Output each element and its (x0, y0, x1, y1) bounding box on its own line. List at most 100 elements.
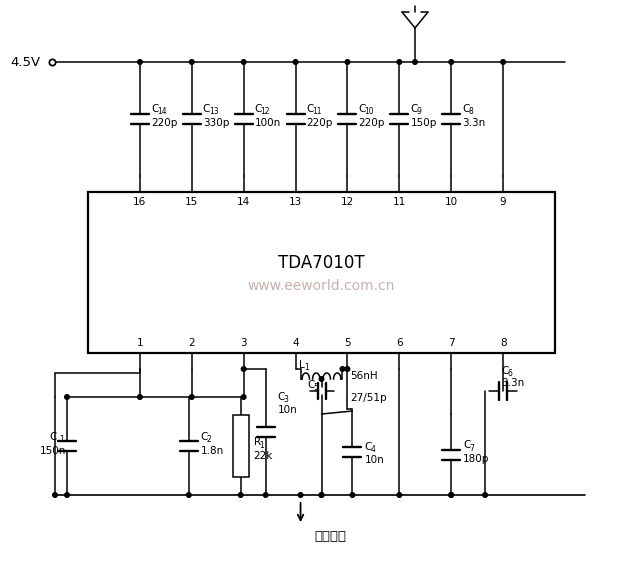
Text: L: L (298, 360, 304, 370)
Circle shape (138, 60, 142, 64)
Text: 10n: 10n (364, 455, 384, 465)
Text: 150p: 150p (410, 118, 436, 128)
Text: 3.3n: 3.3n (462, 118, 486, 128)
Text: 音频输出: 音频输出 (314, 531, 346, 544)
Circle shape (298, 492, 303, 498)
Circle shape (293, 60, 298, 64)
Text: 1: 1 (305, 364, 309, 373)
Text: 100n: 100n (255, 118, 281, 128)
Text: 13: 13 (209, 107, 218, 116)
Text: 1.8n: 1.8n (201, 446, 224, 456)
Text: 4.5V: 4.5V (10, 56, 40, 69)
Text: C: C (278, 392, 285, 402)
Text: 4: 4 (371, 445, 375, 454)
Text: 3: 3 (284, 395, 289, 404)
Text: 9: 9 (500, 197, 506, 207)
Bar (88, 192, 555, 353)
Text: 13: 13 (289, 197, 302, 207)
Circle shape (241, 60, 246, 64)
Circle shape (65, 492, 69, 498)
Text: 4: 4 (292, 338, 299, 348)
Text: 1: 1 (260, 441, 264, 449)
Text: 6: 6 (396, 338, 403, 348)
Circle shape (65, 395, 69, 399)
Text: C: C (501, 366, 509, 376)
Text: 12: 12 (260, 107, 270, 116)
Text: 10n: 10n (278, 405, 298, 415)
Circle shape (340, 367, 345, 371)
Text: 330p: 330p (203, 118, 229, 128)
Text: 2: 2 (188, 338, 195, 348)
Text: 27/51p: 27/51p (351, 393, 387, 403)
Text: 2: 2 (207, 435, 212, 444)
Text: 5: 5 (314, 383, 318, 392)
Text: C: C (307, 380, 315, 390)
Text: 150n: 150n (40, 446, 66, 456)
Circle shape (449, 492, 454, 498)
Circle shape (319, 492, 324, 498)
Circle shape (241, 395, 246, 399)
Text: 7: 7 (469, 444, 474, 453)
Text: 16: 16 (133, 197, 147, 207)
Text: 14: 14 (237, 197, 250, 207)
Circle shape (264, 492, 268, 498)
Circle shape (238, 492, 243, 498)
Text: 220p: 220p (151, 118, 177, 128)
Circle shape (345, 60, 349, 64)
Text: 10: 10 (445, 197, 458, 207)
Text: 10: 10 (364, 107, 374, 116)
Text: 8: 8 (500, 338, 506, 348)
Text: 220p: 220p (358, 118, 385, 128)
Circle shape (189, 60, 194, 64)
Text: C: C (307, 104, 314, 114)
Text: 14: 14 (157, 107, 166, 116)
Circle shape (449, 492, 454, 498)
Text: www.eeworld.com.cn: www.eeworld.com.cn (248, 279, 395, 294)
Circle shape (413, 60, 417, 64)
Circle shape (397, 60, 402, 64)
Text: 56nH: 56nH (351, 371, 378, 381)
Text: 22k: 22k (253, 451, 273, 461)
Text: C: C (255, 104, 262, 114)
Text: C: C (364, 442, 372, 452)
Text: 11: 11 (312, 107, 322, 116)
Circle shape (350, 492, 355, 498)
Circle shape (483, 492, 488, 498)
Text: C: C (358, 104, 366, 114)
Text: 7: 7 (448, 338, 454, 348)
Text: TDA7010T: TDA7010T (278, 253, 365, 272)
Text: 3.3n: 3.3n (501, 378, 524, 388)
Circle shape (319, 377, 324, 381)
Text: 11: 11 (393, 197, 406, 207)
Text: C: C (201, 432, 208, 442)
Circle shape (138, 395, 142, 399)
Circle shape (345, 367, 349, 371)
Text: 1: 1 (59, 436, 64, 445)
Text: 180p: 180p (463, 453, 490, 463)
Text: 1: 1 (136, 338, 143, 348)
Circle shape (397, 492, 402, 498)
Text: C: C (151, 104, 158, 114)
Text: 6: 6 (507, 370, 512, 378)
Text: 220p: 220p (307, 118, 333, 128)
Text: C: C (203, 104, 210, 114)
Text: 8: 8 (468, 107, 473, 116)
Bar (233, 415, 249, 477)
Text: 3: 3 (241, 338, 247, 348)
Text: 12: 12 (341, 197, 354, 207)
Text: C: C (410, 104, 418, 114)
Text: 5: 5 (344, 338, 351, 348)
Text: R: R (253, 437, 260, 447)
Text: 15: 15 (185, 197, 198, 207)
Text: 9: 9 (417, 107, 421, 116)
Text: C: C (49, 432, 57, 442)
Text: C: C (463, 441, 470, 450)
Circle shape (52, 492, 58, 498)
Circle shape (186, 492, 191, 498)
Circle shape (501, 60, 506, 64)
Circle shape (241, 367, 246, 371)
Circle shape (189, 395, 194, 399)
Circle shape (449, 60, 454, 64)
Circle shape (319, 492, 324, 498)
Text: C: C (462, 104, 470, 114)
